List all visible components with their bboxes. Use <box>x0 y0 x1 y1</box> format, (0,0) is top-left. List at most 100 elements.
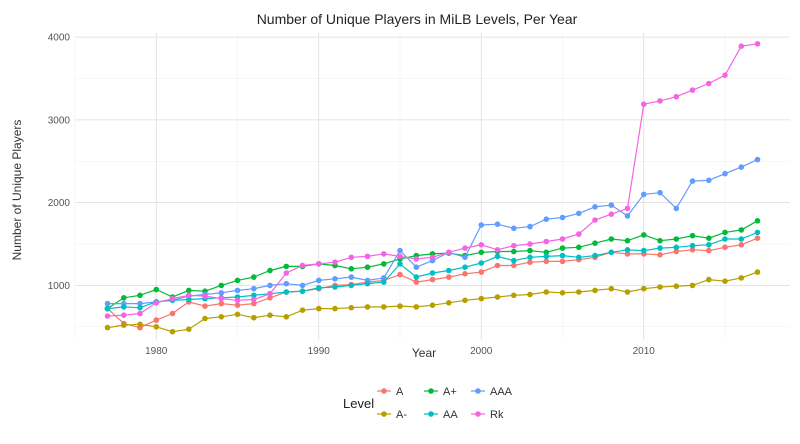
data-point <box>673 93 680 100</box>
data-point <box>332 276 338 282</box>
data-point <box>364 304 371 310</box>
legend-key-point <box>475 388 481 394</box>
data-point <box>511 292 517 299</box>
legend-item: AAA <box>471 386 513 398</box>
data-point <box>657 98 663 104</box>
data-point <box>348 254 355 261</box>
data-point <box>462 254 468 261</box>
data-point <box>137 310 143 317</box>
data-point <box>397 253 403 260</box>
data-point <box>137 321 143 328</box>
data-point <box>413 256 420 262</box>
data-point <box>316 277 322 284</box>
data-point <box>673 283 680 290</box>
data-point <box>754 269 761 275</box>
data-point <box>332 284 338 290</box>
data-point <box>218 282 225 289</box>
data-point <box>429 302 436 309</box>
data-point <box>186 326 192 333</box>
data-point <box>413 304 420 310</box>
data-point <box>316 305 322 312</box>
data-point <box>494 294 501 300</box>
data-point <box>121 304 127 310</box>
x-axis-title: Year <box>412 346 436 360</box>
data-point <box>738 164 745 170</box>
data-point <box>234 287 241 294</box>
data-point <box>153 286 160 293</box>
x-tick-label: 1980 <box>145 346 168 357</box>
data-point <box>316 261 322 267</box>
data-point <box>576 231 582 237</box>
data-point <box>592 287 598 294</box>
data-point <box>478 260 485 266</box>
data-point <box>397 271 403 278</box>
data-point <box>283 263 290 270</box>
data-point <box>348 282 355 289</box>
data-point <box>592 204 598 210</box>
data-point <box>267 312 273 319</box>
data-point <box>722 72 728 78</box>
data-point <box>234 297 241 304</box>
data-point <box>413 279 420 285</box>
data-point <box>332 305 338 312</box>
data-point <box>543 238 550 245</box>
data-point <box>722 278 728 285</box>
data-point <box>381 275 387 281</box>
data-point <box>186 287 192 294</box>
data-point <box>267 267 273 274</box>
data-point <box>592 217 598 223</box>
data-point <box>673 248 680 255</box>
data-point <box>251 314 257 321</box>
legend-item: A <box>377 386 404 398</box>
data-point <box>137 300 143 307</box>
data-point <box>137 304 143 311</box>
data-point <box>121 322 127 328</box>
data-point <box>397 303 403 309</box>
series-a-minus <box>104 269 761 335</box>
data-point <box>641 285 647 292</box>
data-point <box>169 328 176 335</box>
data-point <box>592 240 598 246</box>
data-point <box>527 291 533 298</box>
data-point <box>527 241 533 247</box>
data-point <box>559 214 566 221</box>
legend-label: A- <box>396 409 407 421</box>
data-point <box>446 274 452 280</box>
data-point <box>413 264 420 271</box>
data-point <box>429 254 436 261</box>
data-point <box>543 253 550 260</box>
data-point <box>689 247 696 253</box>
data-point <box>543 249 550 256</box>
data-point <box>364 280 371 287</box>
legend-label: Rk <box>490 409 504 421</box>
data-point <box>657 237 663 244</box>
legend-label: A <box>396 386 404 398</box>
legend-title: Level <box>343 396 374 411</box>
data-point <box>673 244 680 251</box>
data-point <box>754 229 761 236</box>
data-point <box>348 274 355 280</box>
data-point <box>754 218 761 224</box>
data-point <box>202 303 208 309</box>
data-point <box>299 288 306 295</box>
data-point <box>608 249 615 256</box>
data-point <box>543 289 550 295</box>
data-point <box>169 310 176 317</box>
data-point <box>738 236 745 242</box>
data-point <box>624 213 631 219</box>
data-point <box>738 242 745 248</box>
data-point <box>706 276 712 283</box>
x-tick-label: 2000 <box>470 346 493 357</box>
data-point <box>446 249 452 256</box>
data-point <box>478 222 485 228</box>
data-point <box>283 289 290 295</box>
legend-key-point <box>381 388 387 394</box>
data-point <box>576 289 582 295</box>
data-point <box>121 312 127 319</box>
legend-label: AAA <box>490 386 513 398</box>
x-tick-label: 2010 <box>633 346 656 357</box>
data-point <box>624 237 631 244</box>
data-point <box>754 41 761 47</box>
data-point <box>283 280 290 287</box>
